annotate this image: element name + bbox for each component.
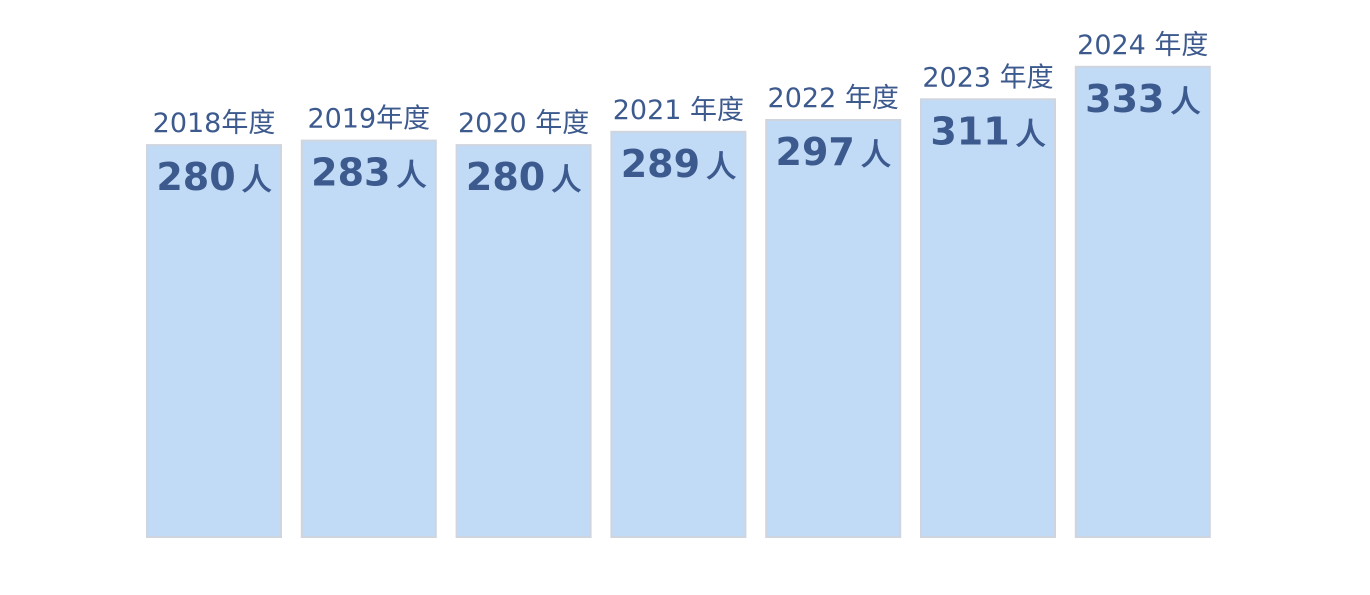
bar-5 [920, 98, 1056, 539]
value-label-6: 333 人 [1085, 77, 1200, 121]
labels-layer: 2018年度 280 人 2019年度 283 人 2020 年度 280 人 2021 年度 28… [153, 30, 1209, 199]
category-label-1: 2019年度 [307, 104, 430, 135]
category-label-0: 2018年度 [153, 108, 276, 139]
bar-2 [455, 144, 592, 538]
category-label-5: 2023 年度 [922, 62, 1053, 93]
bar-4 [765, 119, 902, 538]
bar-1 [300, 139, 437, 538]
bar-0 [146, 144, 282, 538]
value-label-5: 311 人 [930, 109, 1045, 153]
bar-3 [610, 130, 747, 539]
category-label-4: 2022 年度 [768, 83, 899, 114]
value-label-1: 283 人 [311, 151, 426, 195]
value-label-0: 280 人 [156, 155, 271, 199]
bars-layer [146, 65, 1211, 539]
value-label-4: 297 人 [776, 130, 891, 174]
bar-6 [1074, 65, 1211, 539]
category-label-6: 2024 年度 [1077, 30, 1208, 61]
value-label-2: 280 人 [466, 155, 581, 199]
category-label-3: 2021 年度 [613, 95, 744, 126]
category-label-2: 2020 年度 [458, 108, 589, 139]
value-label-3: 289 人 [621, 142, 736, 186]
